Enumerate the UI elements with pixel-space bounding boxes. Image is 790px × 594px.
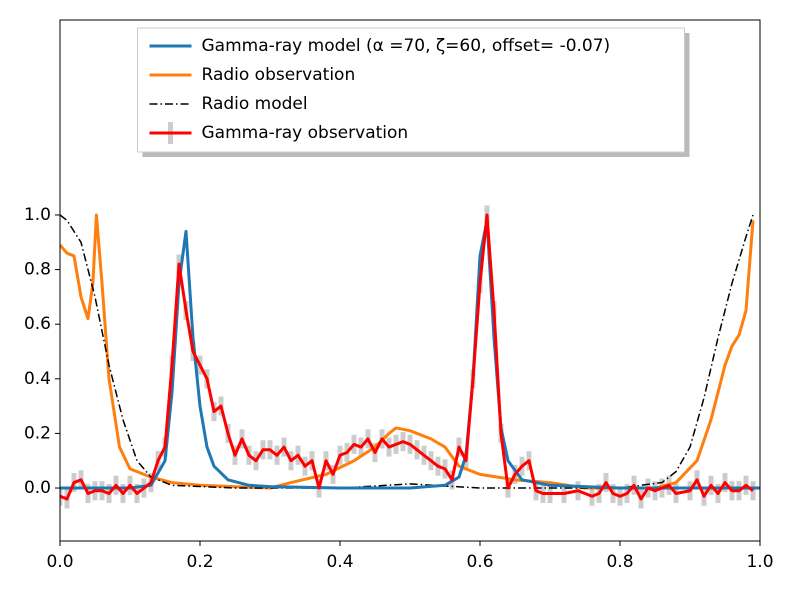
y-tick-label: 1.0: [24, 205, 51, 225]
x-tick-label: 0.0: [46, 552, 73, 572]
legend-label: Gamma-ray observation: [202, 123, 409, 143]
y-tick-label: 0.0: [24, 478, 51, 498]
x-tick-label: 0.4: [326, 552, 353, 572]
y-tick-label: 0.2: [24, 423, 51, 443]
x-tick-label: 1.0: [746, 552, 773, 572]
y-tick-label: 0.4: [24, 369, 51, 389]
series-line: [60, 218, 760, 490]
series-line: [60, 214, 754, 489]
axes-frame: [59, 19, 761, 542]
x-tick-label: 0.8: [606, 552, 633, 572]
y-tick-label: 0.8: [24, 260, 51, 280]
legend-label: Radio model: [202, 94, 308, 114]
legend-label: Radio observation: [202, 65, 356, 85]
y-tick-label: 0.6: [24, 314, 51, 334]
x-tick-label: 0.2: [186, 552, 213, 572]
legend-label: Gamma-ray model (α =70, ζ=60, offset= -0…: [202, 36, 611, 56]
series-line: [60, 213, 754, 501]
legend-box: [137, 27, 685, 153]
plot-area: [60, 205, 760, 509]
x-tick-label: 0.6: [466, 552, 493, 572]
